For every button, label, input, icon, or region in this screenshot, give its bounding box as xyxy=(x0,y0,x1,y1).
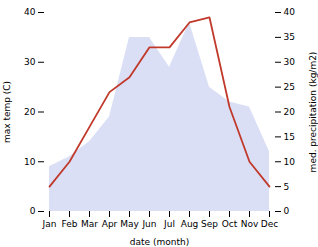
svg-text:30: 30 xyxy=(24,57,36,67)
svg-text:5: 5 xyxy=(284,182,290,192)
svg-text:Oct: Oct xyxy=(222,219,238,229)
svg-text:10: 10 xyxy=(284,157,296,167)
svg-text:date (month): date (month) xyxy=(130,237,189,247)
svg-text:35: 35 xyxy=(284,32,295,42)
svg-text:May: May xyxy=(120,219,139,229)
svg-text:Dec: Dec xyxy=(261,219,278,229)
svg-text:Feb: Feb xyxy=(62,219,78,229)
svg-text:max temp (C): max temp (C) xyxy=(2,81,12,143)
svg-text:10: 10 xyxy=(24,157,36,167)
svg-text:Mar: Mar xyxy=(81,219,98,229)
svg-text:30: 30 xyxy=(284,57,296,67)
svg-text:Jun: Jun xyxy=(141,219,156,229)
svg-text:20: 20 xyxy=(24,107,36,117)
svg-text:Nov: Nov xyxy=(241,219,259,229)
svg-text:40: 40 xyxy=(24,7,36,17)
svg-text:Aug: Aug xyxy=(181,219,199,229)
svg-text:Apr: Apr xyxy=(102,219,118,229)
svg-text:25: 25 xyxy=(284,82,295,92)
svg-text:Jul: Jul xyxy=(163,219,175,229)
svg-text:Sep: Sep xyxy=(201,219,218,229)
svg-text:40: 40 xyxy=(284,7,296,17)
svg-text:0: 0 xyxy=(284,206,290,216)
svg-text:0: 0 xyxy=(30,206,36,216)
svg-text:Jan: Jan xyxy=(42,219,57,229)
svg-text:15: 15 xyxy=(284,132,295,142)
svg-text:med. precipitation (kg/m2): med. precipitation (kg/m2) xyxy=(308,52,318,173)
svg-text:20: 20 xyxy=(284,107,296,117)
